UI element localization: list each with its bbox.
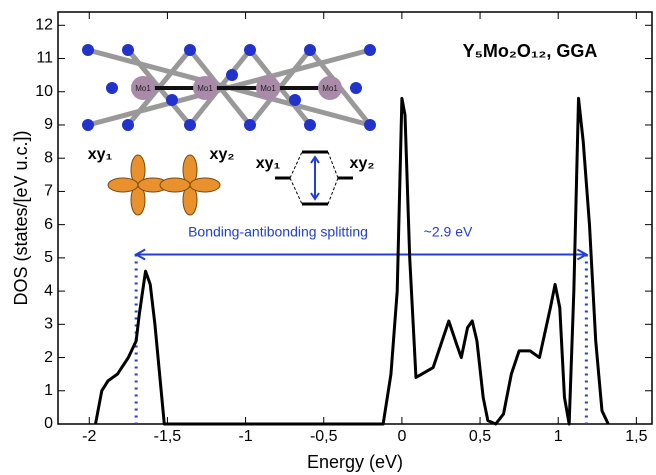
x-tick-label: -0,5	[310, 428, 338, 445]
orbitals	[107, 154, 221, 216]
y-tick-label: 5	[44, 249, 53, 266]
x-tick-label: -1,5	[154, 428, 182, 445]
dos-line	[94, 96, 610, 426]
crystal-structure	[82, 44, 376, 131]
structure-label: Mo1	[197, 84, 213, 93]
x-tick-label: -1	[238, 428, 252, 445]
structure-label: Mo1	[260, 84, 276, 93]
structure-label: Mo1	[322, 84, 338, 93]
y-tick-label: 0	[44, 415, 53, 432]
x-axis-label: Energy (eV)	[307, 452, 403, 472]
x-tick-label: 1	[554, 428, 563, 445]
y-tick-label: 1	[44, 382, 53, 399]
y-tick-label: 3	[44, 316, 53, 333]
x-tick-label: 1,5	[625, 428, 647, 445]
arrow-head	[134, 248, 589, 261]
x-tick-label: -2	[82, 428, 96, 445]
orbital-label: xy₁	[88, 146, 113, 163]
y-tick-label: 8	[44, 149, 53, 166]
level-label: xy₁	[256, 155, 281, 172]
orbital-label: xy₂	[210, 146, 235, 163]
level-label: xy₂	[350, 155, 375, 172]
y-tick-label: 12	[35, 17, 53, 34]
y-axis-label: DOS (states/[eV u.c.])	[11, 130, 31, 305]
y-tick-label: 6	[44, 216, 53, 233]
y-tick-label: 10	[35, 83, 53, 100]
structure-label: Mo1	[135, 84, 151, 93]
y-tick-label: 11	[36, 50, 53, 67]
annotation-value: ~2.9 eV	[424, 223, 473, 239]
y-tick-label: 7	[44, 183, 53, 200]
annotation: Bonding-antibonding splitting	[188, 223, 368, 239]
level-diagram	[275, 150, 353, 206]
y-tick-label: 9	[44, 116, 53, 133]
x-tick-label: 0	[397, 428, 406, 445]
x-tick-label: 0,5	[469, 428, 491, 445]
y-tick-label: 4	[44, 282, 53, 299]
y-tick-label: 2	[44, 349, 53, 366]
chart-title: Y₅Mo₂O₁₂, GGA	[463, 41, 598, 61]
